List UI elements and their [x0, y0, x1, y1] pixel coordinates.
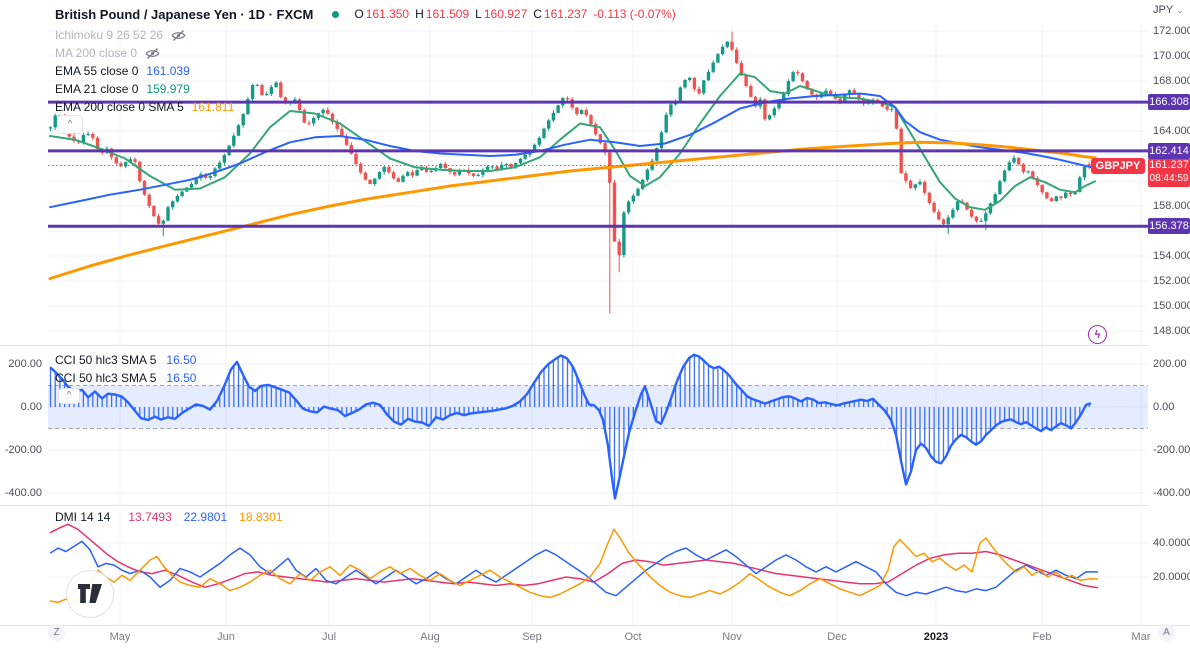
time-label: Oct — [624, 631, 642, 643]
indicator-label: EMA 21 close 0 — [55, 82, 139, 96]
cci-label: CCI 50 hlc3 SMA 5 — [55, 353, 157, 367]
dmi-tick: 40.0000 — [1153, 537, 1190, 549]
cci-tick-right: -200.00 — [1153, 444, 1190, 456]
indicator-label: MA 200 close 0 — [55, 46, 138, 60]
symbol-title[interactable]: British Pound / Japanese Yen · 1D · FXCM — [55, 6, 314, 22]
cci-tick-right: 0.00 — [1153, 401, 1175, 413]
cci-tick-right: 200.00 — [1153, 358, 1187, 370]
eye-off-icon[interactable] — [145, 47, 160, 60]
maximize-pane-button[interactable]: ^ — [57, 115, 83, 134]
price-tick: 158.000 — [1153, 200, 1190, 212]
dmi-value-1: 22.9801 — [183, 510, 228, 524]
last-price-label: 161.237 08:44:59 — [1148, 157, 1190, 187]
tradingview-logo-icon — [78, 584, 102, 603]
flash-alert-icon[interactable]: ϟ — [1088, 325, 1107, 344]
open-value: 161.350 — [365, 7, 410, 21]
time-label: Nov — [722, 631, 742, 643]
indicator-row-0[interactable]: Ichimoku 9 26 52 26 — [55, 26, 234, 44]
dmi-value-0: 13.7493 — [128, 510, 172, 524]
cci-legend: CCI 50 hlc3 SMA 5 16.50 CCI 50 hlc3 SMA 5 1… — [55, 351, 196, 387]
timezone-button[interactable]: Z — [48, 624, 65, 641]
price-level-label: 156.378 — [1148, 218, 1190, 235]
change-value: -0.113 (-0.07%) — [593, 7, 676, 21]
time-label: Jul — [321, 631, 337, 643]
maximize-cci-pane-button[interactable]: ^ — [58, 388, 80, 404]
cci-tick-left: 0.00 — [20, 401, 42, 413]
cci-value: 16.50 — [166, 371, 197, 385]
close-label: C — [533, 7, 542, 21]
indicator-value: 161.811 — [191, 100, 235, 114]
price-tick: 154.000 — [1153, 250, 1190, 262]
time-label: Mar — [1131, 631, 1151, 643]
indicator-row-2[interactable]: EMA 55 close 0 161.039 — [55, 62, 234, 80]
time-label: Sep — [522, 631, 542, 643]
ohlc-readout: O 161.350 H 161.509 L 160.927 C 161.237 -0.1… — [354, 7, 675, 21]
indicator-row-1[interactable]: MA 200 close 0 — [55, 44, 234, 62]
price-tick: 164.000 — [1153, 125, 1190, 137]
price-tick: 150.000 — [1153, 300, 1190, 312]
indicator-row-4[interactable]: EMA 200 close 0 SMA 5 161.811 — [55, 98, 234, 116]
indicator-legend: Ichimoku 9 26 52 26 MA 200 close 0 EMA 55 … — [55, 26, 234, 116]
time-label: Feb — [1032, 631, 1052, 643]
indicator-label: EMA 200 close 0 SMA 5 — [55, 100, 184, 114]
time-label: Jun — [217, 631, 235, 643]
price-tick: 172.000 — [1153, 25, 1190, 37]
high-value: 161.509 — [425, 7, 470, 21]
price-level-label: 166.308 — [1148, 94, 1190, 111]
time-label: Dec — [827, 631, 847, 643]
market-status-dot[interactable] — [332, 10, 340, 18]
cci-legend-row-0[interactable]: CCI 50 hlc3 SMA 5 16.50 — [55, 351, 196, 369]
cci-tick-left: 200.00 — [8, 358, 42, 370]
close-value: 161.237 — [543, 7, 588, 21]
price-tick: 148.000 — [1153, 325, 1190, 337]
indicator-label: EMA 55 close 0 — [55, 64, 139, 78]
dmi-value-2: 18.8301 — [239, 510, 283, 524]
last-price-value: 161.237 — [1149, 159, 1189, 172]
currency-label: JPY — [1153, 4, 1174, 16]
eye-off-icon[interactable] — [171, 29, 186, 42]
time-label: May — [109, 631, 131, 643]
chevron-down-icon: ⌄ — [1176, 4, 1184, 15]
dmi-tick: 20.0000 — [1153, 571, 1190, 583]
time-axis[interactable]: May Jun Jul Aug Sep Oct Nov Dec 2023 Feb Mar — [0, 625, 1190, 648]
cci-tick-left: -400.00 — [4, 487, 42, 499]
tradingview-logo — [66, 570, 114, 618]
dmi-label: DMI 14 14 — [55, 510, 111, 524]
bar-countdown: 08:44:59 — [1149, 173, 1189, 185]
cci-label: CCI 50 hlc3 SMA 5 — [55, 371, 157, 385]
indicator-value: 161.039 — [146, 64, 190, 78]
dmi-legend[interactable]: DMI 14 14 13.7493 22.9801 18.8301 — [55, 510, 283, 524]
symbol-header: British Pound / Japanese Yen · 1D · FXCM… — [55, 5, 676, 23]
indicator-label: Ichimoku 9 26 52 26 — [55, 28, 164, 42]
price-tick: 168.000 — [1153, 75, 1190, 87]
cci-tick-left: -200.00 — [4, 444, 42, 456]
time-label: 2023 — [923, 631, 949, 643]
open-label: O — [354, 7, 364, 21]
auto-scale-button[interactable]: A — [1158, 624, 1175, 641]
currency-selector[interactable]: JPY ⌄ — [1153, 4, 1184, 16]
price-tick: 152.000 — [1153, 275, 1190, 287]
price-tick: 170.000 — [1153, 50, 1190, 62]
cci-legend-row-1[interactable]: CCI 50 hlc3 SMA 5 16.50 — [55, 369, 196, 387]
indicator-row-3[interactable]: EMA 21 close 0 159.979 — [55, 80, 234, 98]
cci-tick-right: -400.00 — [1153, 487, 1190, 499]
price-level-label: 162.414 — [1148, 142, 1190, 159]
time-label: Aug — [420, 631, 440, 643]
symbol-price-tag: GBPJPY — [1091, 157, 1145, 174]
low-label: L — [475, 7, 482, 21]
high-label: H — [415, 7, 424, 21]
cci-value: 16.50 — [166, 353, 197, 367]
low-value: 160.927 — [483, 7, 528, 21]
indicator-value: 159.979 — [146, 82, 190, 96]
